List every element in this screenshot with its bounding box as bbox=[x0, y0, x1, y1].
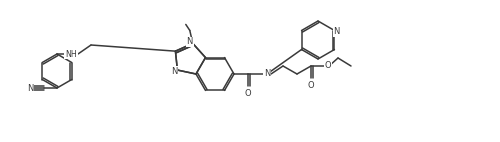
Text: N: N bbox=[186, 37, 193, 46]
Text: N: N bbox=[171, 67, 177, 76]
Text: NH: NH bbox=[65, 50, 77, 59]
Text: O: O bbox=[324, 60, 332, 69]
Text: N: N bbox=[334, 27, 340, 36]
Text: N: N bbox=[27, 83, 33, 92]
Text: O: O bbox=[244, 88, 252, 98]
Text: O: O bbox=[308, 81, 314, 89]
Text: N: N bbox=[264, 68, 270, 78]
